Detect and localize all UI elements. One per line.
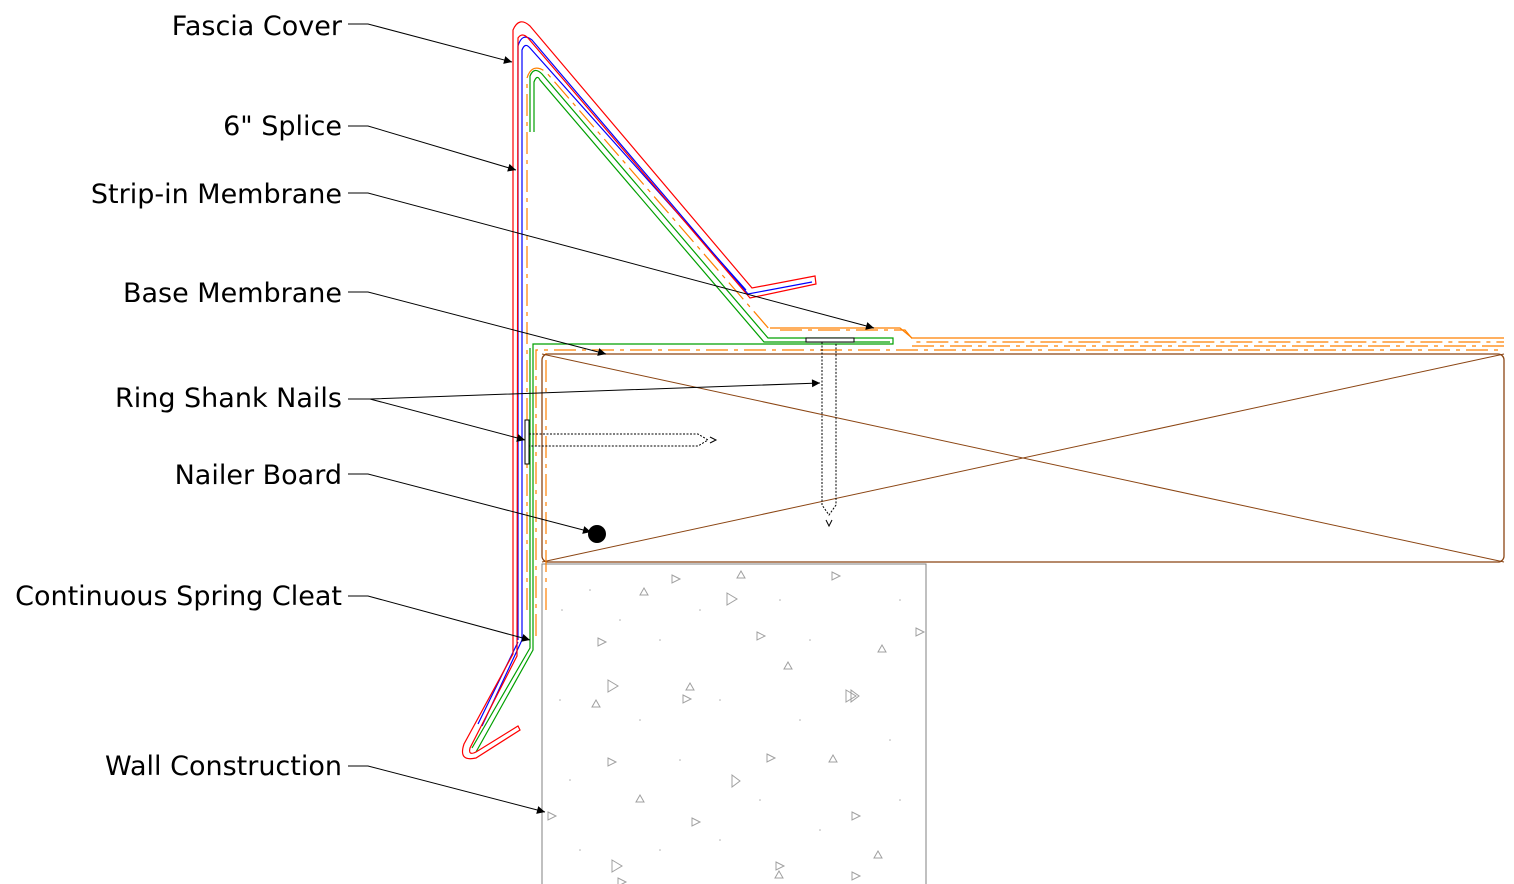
- leader-ring-shank-nail-horizontal: [369, 398, 526, 442]
- label-nailer-board: Nailer Board: [175, 460, 342, 491]
- label-strip-in-membrane: Strip-in Membrane: [91, 179, 342, 210]
- leader-strip-in-membrane: [348, 192, 875, 330]
- spring-cleat: [471, 69, 894, 753]
- nailer-board: [541, 353, 1505, 563]
- leader-spring-cleat: [348, 595, 531, 642]
- label-ring-shank-nails: Ring Shank Nails: [115, 383, 342, 414]
- nailer-board-marker: [588, 525, 606, 543]
- leader-ring-shank-nail-vertical: [348, 379, 821, 400]
- label-spring-cleat: Continuous Spring Cleat: [15, 581, 342, 612]
- wall-construction: [541, 563, 927, 884]
- label-splice: 6" Splice: [223, 111, 342, 142]
- concrete-speckles: [559, 589, 901, 851]
- leader-splice: [348, 125, 517, 172]
- concrete-aggregate-marks: [547, 569, 926, 884]
- label-base-membrane: Base Membrane: [123, 278, 342, 309]
- leader-base-membrane: [348, 291, 607, 356]
- callout-labels: Fascia Cover 6" Splice Strip-in Membrane…: [15, 11, 343, 782]
- leader-wall-construction: [348, 765, 546, 814]
- fascia-cover: [461, 21, 817, 760]
- leader-fascia-cover: [348, 23, 513, 64]
- ring-shank-nail-vertical: [805, 337, 855, 528]
- label-fascia-cover: Fascia Cover: [172, 11, 343, 42]
- leader-nailer-board: [348, 473, 592, 534]
- ring-shank-nail-horizontal: [524, 419, 718, 465]
- membrane-layers: [526, 67, 1504, 636]
- label-wall-construction: Wall Construction: [105, 751, 342, 782]
- leader-lines: [348, 23, 875, 814]
- splice: [477, 36, 813, 727]
